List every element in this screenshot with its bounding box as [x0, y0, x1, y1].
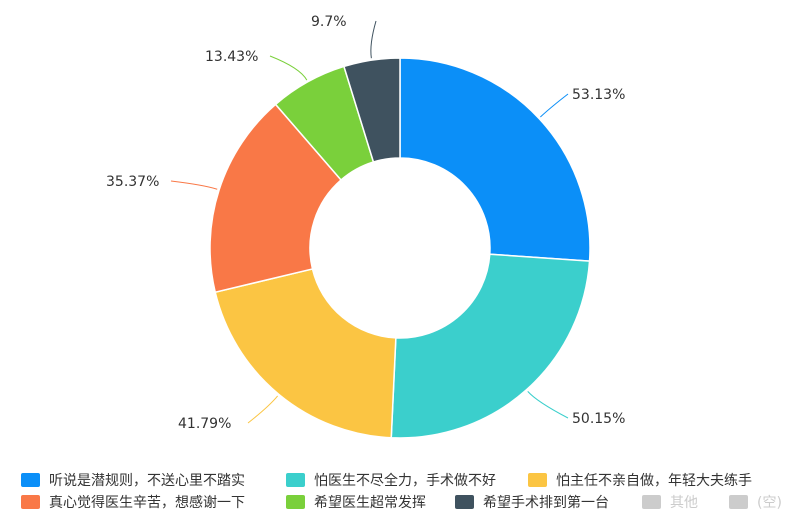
slice-label-effort: 50.15%: [572, 411, 625, 427]
legend-swatch-thanks: [21, 495, 40, 509]
legend-label-effort: 怕医生不尽全力，手术做不好: [314, 473, 496, 489]
legend-label-other: 其他: [670, 495, 698, 511]
donut-slice-chief[interactable]: [214, 268, 397, 439]
legend-item-chief[interactable]: 怕主任不亲自做，年轻大夫练手: [528, 470, 752, 490]
donut-slice-effort[interactable]: [390, 253, 591, 439]
leader-line-rule: [540, 93, 569, 118]
leader-line-chief: [247, 395, 279, 424]
donut-slice-rule[interactable]: [399, 57, 591, 262]
legend-swatch-empty: [729, 495, 748, 509]
legend-item-perform[interactable]: 希望医生超常发挥: [286, 492, 426, 512]
donut-slice-thanks[interactable]: [209, 103, 343, 294]
legend-swatch-perform: [286, 495, 305, 509]
legend-label-rule: 听说是潜规则，不送心里不踏实: [49, 473, 245, 489]
legend-item-first[interactable]: 希望手术排到第一台: [455, 492, 609, 512]
legend-swatch-effort: [286, 473, 305, 487]
legend-label-thanks: 真心觉得医生辛苦，想感谢一下: [49, 495, 245, 511]
leader-line-thanks: [170, 180, 218, 190]
legend-item-rule[interactable]: 听说是潜规则，不送心里不踏实: [21, 470, 245, 490]
legend-swatch-chief: [528, 473, 547, 487]
legend-item-thanks[interactable]: 真心觉得医生辛苦，想感谢一下: [21, 492, 245, 512]
legend-item-other[interactable]: 其他: [642, 492, 698, 512]
legend-label-first: 希望手术排到第一台: [483, 495, 609, 511]
legend-item-effort[interactable]: 怕医生不尽全力，手术做不好: [286, 470, 496, 490]
legend-item-empty[interactable]: (空): [729, 492, 782, 512]
legend-swatch-first: [455, 495, 474, 509]
leader-line-perform: [269, 55, 308, 81]
leader-line-first: [370, 20, 377, 59]
donut-slice-first[interactable]: [343, 57, 401, 163]
slice-label-rule: 53.13%: [572, 87, 625, 103]
donut-chart-svg: 53.13% 50.15% 41.79% 35.37% 13.43% 9.7%: [106, 14, 625, 439]
slice-label-perform: 13.43%: [205, 49, 258, 65]
leader-line-effort: [527, 391, 569, 419]
slice-label-thanks: 35.37%: [106, 174, 159, 190]
slice-label-first: 9.7%: [311, 14, 347, 30]
legend-label-chief: 怕主任不亲自做，年轻大夫练手: [556, 473, 752, 489]
slice-label-chief: 41.79%: [178, 416, 231, 432]
legend-swatch-other: [642, 495, 661, 509]
legend-swatch-rule: [21, 473, 40, 487]
legend-label-perform: 希望医生超常发挥: [314, 495, 426, 511]
legend-label-empty: (空): [757, 495, 782, 511]
